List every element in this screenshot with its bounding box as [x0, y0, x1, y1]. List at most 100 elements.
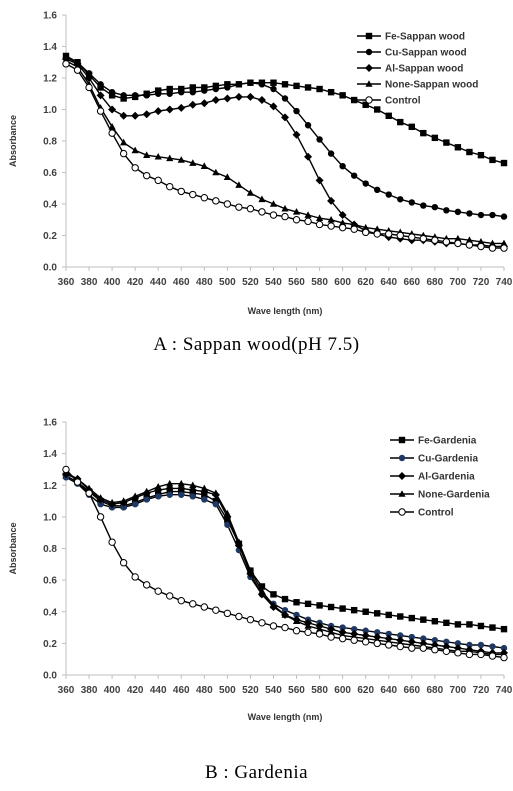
- x-tick-label: 740: [496, 277, 513, 288]
- data-point: [316, 136, 323, 143]
- data-point: [419, 234, 428, 243]
- data-point: [177, 103, 186, 112]
- data-point: [143, 92, 150, 99]
- legend-marker: [365, 96, 373, 104]
- legend: Fe-Sappan wood Cu-Sappan wood Al-Sappan wo…: [357, 32, 478, 107]
- series-control: [62, 60, 508, 252]
- data-point: [489, 624, 496, 631]
- data-point: [96, 513, 105, 521]
- data-point: [350, 625, 358, 633]
- data-point: [269, 102, 278, 111]
- data-point: [212, 197, 220, 205]
- data-point: [247, 79, 254, 86]
- x-tick-label: 540: [265, 685, 282, 696]
- data-point: [281, 113, 289, 122]
- data-point: [212, 85, 220, 93]
- data-point: [374, 629, 381, 636]
- data-point: [327, 222, 335, 230]
- x-tick-label: 620: [357, 685, 374, 696]
- x-tick-label: 440: [150, 685, 167, 696]
- data-point: [292, 617, 301, 625]
- data-point: [131, 501, 139, 508]
- data-point: [431, 618, 439, 625]
- data-point: [177, 479, 185, 487]
- chart-panel-a: 0.0 0.2 0.4 0.6 0.8 1.0 1.2 1.4 1.6 360 380 400 420 4…: [0, 0, 513, 392]
- data-point: [465, 241, 474, 249]
- data-point: [281, 81, 289, 88]
- data-point: [212, 489, 220, 496]
- legend-label: None-Sappan wood: [385, 80, 478, 91]
- y-tick-label: 0.0: [43, 671, 57, 682]
- x-tick-label: 460: [173, 685, 190, 696]
- data-point: [200, 194, 209, 202]
- data-point: [304, 152, 313, 161]
- x-tick-label: 680: [426, 685, 443, 696]
- data-point: [281, 623, 289, 632]
- data-point: [362, 101, 369, 108]
- data-point: [142, 110, 151, 119]
- data-point: [246, 189, 255, 196]
- data-point: [327, 633, 335, 641]
- data-point: [396, 231, 404, 240]
- data-point: [142, 171, 151, 180]
- data-point: [338, 634, 347, 643]
- data-point: [177, 156, 185, 163]
- data-point: [200, 603, 209, 611]
- data-point: [292, 627, 301, 635]
- series-line: [65, 63, 504, 249]
- data-point: [374, 610, 381, 617]
- data-point: [292, 216, 301, 224]
- data-point: [201, 496, 208, 503]
- data-point: [465, 236, 474, 244]
- data-point: [108, 88, 116, 96]
- data-point: [178, 88, 185, 96]
- data-point: [420, 635, 427, 642]
- data-point: [489, 211, 496, 219]
- data-point: [223, 200, 232, 208]
- legend-label: Control: [418, 508, 454, 519]
- data-point: [166, 182, 174, 191]
- data-point: [397, 613, 404, 620]
- data-point: [362, 608, 369, 615]
- data-point: [477, 242, 485, 251]
- data-point: [154, 483, 162, 490]
- data-point: [269, 601, 278, 609]
- data-point: [281, 204, 289, 212]
- data-point: [431, 646, 439, 654]
- data-point: [189, 159, 197, 166]
- y-tick-label: 0.2: [43, 231, 57, 242]
- y-tick-label: 0.8: [43, 544, 57, 555]
- data-point: [73, 478, 82, 486]
- x-tick-label: 420: [127, 685, 144, 696]
- data-point: [108, 105, 117, 114]
- data-point: [361, 638, 370, 646]
- y-tick-label: 0.2: [43, 639, 57, 650]
- x-tick-label: 560: [288, 277, 305, 288]
- x-tick-label: 480: [196, 277, 213, 288]
- x-tick-label: 700: [450, 277, 467, 288]
- data-point: [281, 95, 289, 102]
- data-point: [62, 465, 70, 474]
- data-point: [119, 111, 128, 120]
- data-point: [189, 88, 196, 96]
- data-point: [397, 196, 404, 203]
- data-point: [408, 633, 415, 641]
- legend: Fe-Gardenia Cu-Gardenia Al-Gardenia None-Ga…: [390, 436, 490, 519]
- y-tick-label: 1.2: [43, 74, 57, 85]
- data-point: [281, 595, 289, 603]
- data-point: [200, 484, 208, 492]
- data-point: [489, 156, 496, 164]
- x-tick-label: 520: [242, 277, 259, 288]
- y-tick-label: 1.6: [43, 418, 57, 429]
- data-point: [327, 196, 336, 205]
- data-point: [96, 494, 105, 501]
- data-point: [454, 234, 462, 242]
- data-point: [200, 162, 208, 169]
- data-point: [442, 238, 451, 246]
- data-point: [385, 630, 392, 638]
- data-point: [154, 107, 163, 116]
- data-point: [258, 208, 266, 216]
- x-tick-label: 620: [357, 277, 374, 288]
- chart-b-caption: B : Gardenia: [204, 762, 309, 783]
- x-tick-label: 420: [127, 277, 144, 288]
